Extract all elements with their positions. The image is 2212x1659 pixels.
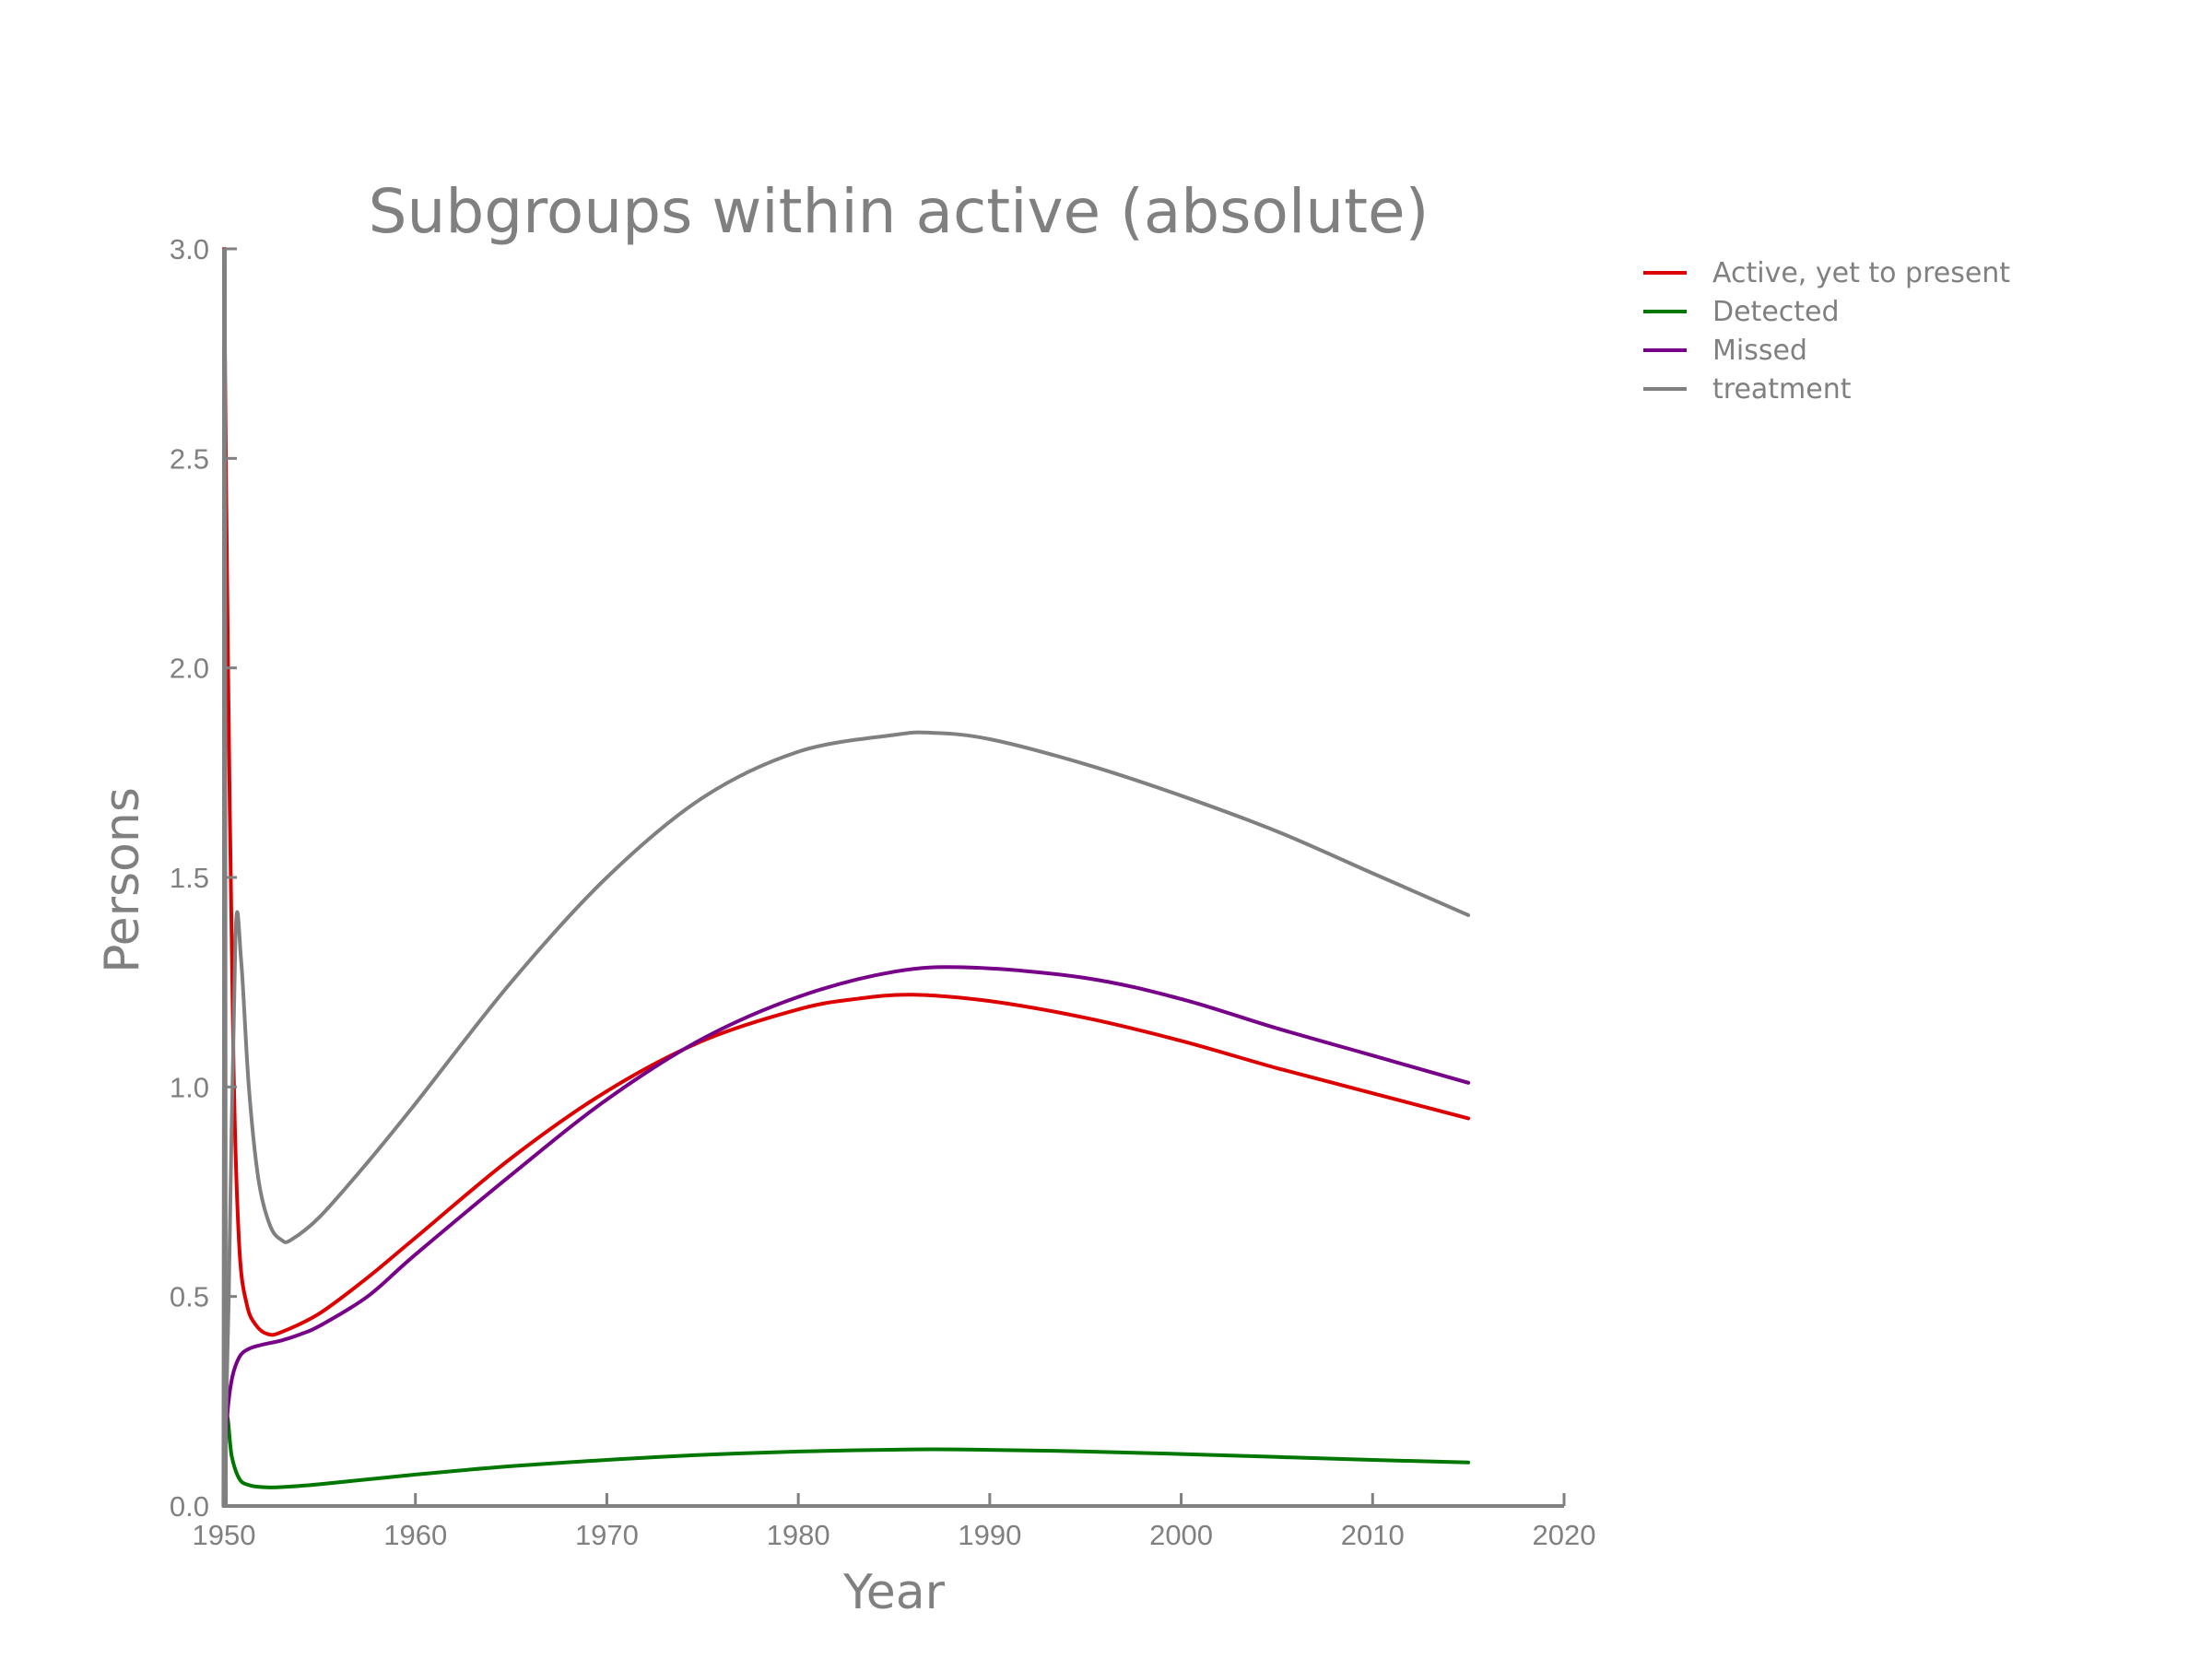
y-tick-label: 1.0 (170, 1071, 209, 1103)
chart-title: Subgroups within active (absolute) (369, 176, 1430, 247)
y-tick-label: 1.5 (170, 862, 209, 894)
y-tick-label: 3.0 (170, 233, 209, 265)
y-axis-label: Persons (95, 787, 150, 973)
legend-label: Active, yet to present (1712, 257, 2010, 289)
y-tick-label: 0.0 (170, 1490, 209, 1523)
series-line-1 (222, 247, 1471, 1337)
legend-label: Missed (1712, 335, 1807, 367)
x-tick-label: 2020 (1533, 1519, 1596, 1551)
x-tick-label: 1960 (383, 1519, 447, 1551)
series-line-4 (222, 730, 1471, 1508)
x-tick-label: 2010 (1341, 1519, 1405, 1551)
legend-label: Detected (1712, 296, 1840, 328)
plot-area (221, 247, 1471, 1508)
x-tick-label: 1980 (767, 1519, 830, 1551)
y-tick-label: 2.0 (170, 653, 209, 685)
x-axis-ticks: 1950 1960 1970 1980 1990 2000 2010 2020 (193, 1493, 1596, 1551)
x-tick-label: 2000 (1149, 1519, 1213, 1551)
x-tick-label: 1990 (958, 1519, 1021, 1551)
y-tick-label: 2.5 (170, 442, 209, 475)
y-axis-ticks: 0.0 0.5 1.0 1.5 2.0 2.5 3.0 (170, 233, 237, 1523)
series-line-2 (222, 1415, 1471, 1508)
legend-label: treatment (1712, 373, 1852, 406)
y-tick-label: 0.5 (170, 1281, 209, 1313)
legend: Active, yet to present Detected Missed trea… (1643, 257, 2010, 406)
x-axis-label: Year (842, 1565, 946, 1620)
x-tick-label: 1970 (575, 1519, 639, 1551)
x-tick-label: 1950 (193, 1519, 256, 1551)
series-line-3 (222, 965, 1471, 1508)
